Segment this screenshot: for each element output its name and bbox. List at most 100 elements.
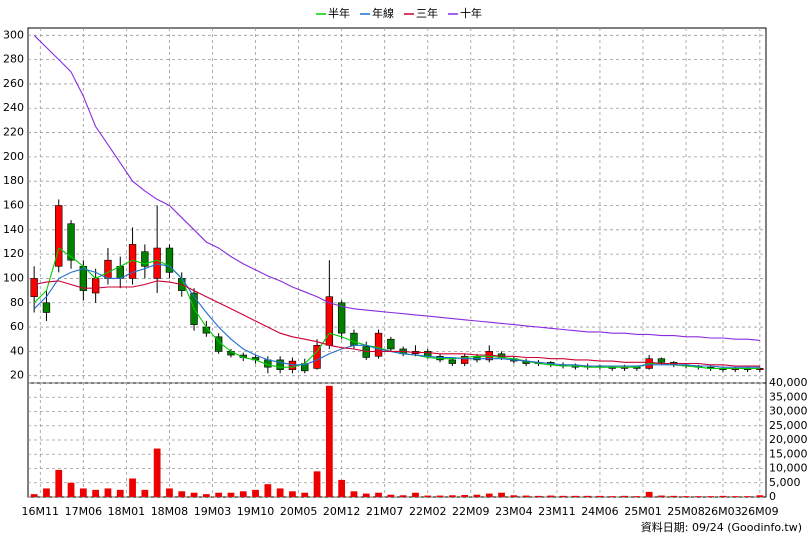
volume-bar	[756, 495, 764, 497]
volume-bar	[682, 496, 690, 497]
candle-body	[657, 358, 666, 363]
x-tick-label: 17M06	[65, 505, 103, 518]
ma-line	[33, 280, 760, 367]
volume-bar	[239, 491, 247, 497]
volume-bar	[633, 496, 641, 497]
candle-body	[141, 251, 149, 267]
volume-bar	[362, 493, 370, 497]
legend-label: 半年	[328, 6, 350, 20]
source-note: 資料日期: 09/24 (Goodinfo.tw)	[641, 520, 802, 534]
candle-body	[153, 247, 161, 279]
x-tick-label: 23M04	[495, 505, 533, 518]
candle-body	[362, 346, 370, 358]
volume-bar	[141, 489, 149, 497]
volume-bar	[166, 488, 173, 497]
volume-bar	[92, 489, 100, 497]
volume-bar	[571, 495, 579, 497]
x-tick-label: 18M08	[151, 505, 189, 518]
volume-bar	[584, 495, 592, 497]
volume-bar	[313, 471, 321, 497]
y2-tick-label: 25,000	[769, 419, 808, 432]
volume-bar	[731, 496, 739, 497]
volume-bar	[707, 496, 715, 497]
volume-bar	[104, 488, 112, 497]
volume-bar	[473, 494, 481, 497]
candle-body	[104, 259, 112, 279]
x-tick-label: 20M05	[280, 505, 318, 518]
y2-tick-label: 10,000	[769, 462, 808, 475]
y-tick-label: 200	[3, 150, 24, 163]
y-tick-label: 140	[3, 223, 24, 236]
volume-bar	[276, 488, 284, 497]
candle-body	[313, 345, 321, 369]
x-tick-label: 16M11	[22, 505, 60, 518]
volume-bar	[43, 488, 50, 497]
volume-bar	[621, 495, 628, 497]
x-tick-label: 21M07	[366, 505, 404, 518]
volume-bar	[658, 495, 665, 497]
volume-bar	[608, 496, 616, 497]
y-tick-label: 120	[3, 247, 24, 260]
volume-bar	[30, 494, 38, 497]
candle-body	[387, 338, 395, 350]
volume-bar	[645, 491, 653, 497]
volume-bar	[744, 496, 751, 497]
y-tick-label: 40	[10, 344, 24, 357]
ma-line	[33, 263, 760, 368]
volume-bar	[301, 492, 309, 497]
volume-bar	[485, 493, 493, 497]
y-tick-label: 180	[3, 174, 24, 187]
volume-bar	[461, 495, 469, 497]
volume-bar	[227, 492, 235, 497]
y-tick-label: 220	[3, 126, 24, 139]
volume-bar	[178, 491, 186, 497]
legend-label: 十年	[460, 6, 482, 20]
x-tick-label: 23M11	[538, 505, 576, 518]
candle-body	[165, 247, 174, 273]
x-tick-label: 25M01	[624, 505, 662, 518]
x-tick-label: 22M09	[452, 505, 490, 518]
volume-bar	[264, 484, 272, 497]
volume-bar	[325, 385, 333, 497]
candle-body	[55, 205, 63, 267]
x-tick-label: 26M09	[741, 505, 779, 518]
x-tick-label: 22M02	[409, 505, 447, 518]
volume-bar	[215, 492, 223, 497]
y-tick-label: 80	[10, 296, 24, 309]
volume-bar	[190, 492, 198, 497]
volume-bar	[252, 489, 259, 497]
volume-bar	[522, 495, 530, 497]
volume-bar	[202, 494, 210, 497]
volume-bar	[79, 488, 87, 497]
candle-body	[67, 223, 75, 261]
y2-tick-label: 5,000	[769, 476, 801, 489]
candle-body	[30, 278, 38, 297]
y-tick-label: 100	[3, 271, 24, 284]
y2-tick-label: 30,000	[769, 405, 808, 418]
y2-tick-label: 40,000	[769, 376, 808, 389]
volume-bar	[436, 495, 444, 497]
volume-bar	[399, 495, 407, 497]
x-tick-label: 26M03	[704, 505, 742, 518]
volume-bar	[55, 469, 63, 497]
volume-bar	[289, 491, 296, 497]
volume-bar	[67, 482, 75, 497]
y2-tick-label: 20,000	[769, 433, 808, 446]
x-tick-label: 18M01	[108, 505, 146, 518]
candle-body	[91, 278, 100, 294]
y-tick-label: 20	[10, 369, 24, 382]
volume-bar	[510, 495, 518, 497]
y-tick-label: 280	[3, 53, 24, 66]
volume-bar	[694, 496, 702, 497]
volume-bar	[535, 495, 542, 497]
volume-bar	[448, 495, 456, 497]
x-tick-label: 24M06	[581, 505, 619, 518]
y-tick-label: 240	[3, 101, 24, 114]
volume-bar	[387, 494, 395, 497]
x-tick-label: 19M03	[194, 505, 232, 518]
x-tick-label: 20M12	[323, 505, 361, 518]
volume-bar	[129, 478, 136, 497]
y-tick-label: 300	[3, 28, 24, 41]
candle-body	[42, 302, 51, 313]
